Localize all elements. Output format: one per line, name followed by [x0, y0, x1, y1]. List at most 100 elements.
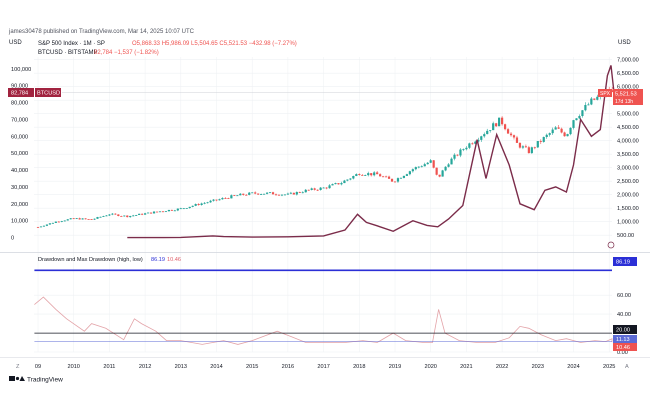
spx-candle	[530, 147, 533, 154]
main-grid	[34, 57, 612, 352]
spx-candle	[203, 202, 206, 204]
spx-candle	[512, 135, 516, 138]
left-tick-label: 90,000	[11, 84, 28, 90]
time-tick-label: 2014	[210, 364, 222, 370]
left-tick-label: 40,000	[11, 168, 28, 174]
spx-candle	[584, 104, 587, 111]
spx-candle	[277, 194, 281, 196]
spx-candle	[367, 173, 370, 176]
drawdown-tick-label: 0.00	[617, 350, 628, 356]
spx-candle	[426, 162, 429, 165]
spx-candle	[283, 194, 287, 196]
logo-mark-bar	[9, 376, 15, 381]
right-tick-label: 6,000.00	[617, 85, 639, 91]
spx-candle	[578, 115, 581, 119]
timezone-icon[interactable]: Z	[16, 364, 20, 370]
drawdown-axis-ticks: 60.00 40.00 0.00	[617, 293, 631, 356]
spx-candle	[179, 208, 182, 210]
spx-candle	[557, 127, 560, 129]
spx-candle	[503, 124, 507, 130]
spx-candle	[447, 164, 450, 167]
right-tick-label: 4,500.00	[617, 125, 639, 131]
spx-candle	[42, 225, 46, 227]
spx-candle	[298, 192, 301, 193]
spx-candle	[185, 208, 188, 209]
spx-candle	[200, 203, 203, 205]
left-axis-currency: USD	[9, 40, 22, 46]
spx-candle	[611, 90, 614, 93]
time-tick-label: 2020	[424, 364, 436, 370]
spx-candle	[57, 221, 60, 223]
spx-candle	[218, 199, 221, 201]
spx-candle	[506, 129, 510, 134]
time-tick-label: 2017	[317, 364, 329, 370]
spx-candle	[66, 219, 69, 221]
spx-candle	[233, 195, 236, 197]
spx-candle	[72, 218, 75, 220]
auto-scale-icon[interactable]: A	[625, 364, 629, 370]
right-tick-label: 3,500.00	[617, 152, 639, 158]
spx-candle	[462, 149, 465, 151]
right-tick-label: 5,000.00	[617, 112, 639, 118]
spx-legend-label[interactable]: S&P 500 Index · 1M · SP	[38, 41, 105, 47]
spx-candle	[328, 185, 331, 189]
time-tick-label: 2015	[246, 364, 258, 370]
spx-candle	[304, 189, 307, 193]
spx-candle	[480, 136, 483, 140]
spx-candle	[587, 104, 590, 106]
drawdown-badges: 86.19 20.00 11.13 10.46	[613, 257, 637, 351]
spx-candle	[155, 211, 159, 213]
spx-candle	[334, 183, 337, 185]
spx-candle	[263, 193, 266, 195]
spx-candle	[527, 147, 530, 154]
btc-line	[127, 65, 616, 239]
spx-candle	[197, 204, 200, 205]
drawdown-grid	[34, 294, 612, 353]
right-tick-label: 1,500.00	[617, 206, 639, 212]
time-tick-label: 09	[35, 364, 41, 370]
btc-legend-label[interactable]: BTCUSD · BITSTAMP	[38, 50, 98, 56]
right-tick-label: 7,000.00	[617, 58, 639, 64]
spx-candle	[182, 208, 185, 210]
spx-candle	[393, 181, 397, 183]
spx-candle	[120, 216, 123, 217]
spx-candle	[563, 132, 566, 137]
spx-candle	[364, 175, 367, 176]
btc-badge-name-bg	[35, 88, 61, 97]
spx-candle	[206, 202, 209, 204]
left-tick-label: 10,000	[11, 219, 28, 225]
time-tick-label: 2012	[139, 364, 151, 370]
right-axis-currency: USD	[618, 40, 631, 46]
spx-ohlc-values: O5,868.33 H5,986.09 L5,504.65 C5,521.53 …	[132, 41, 297, 47]
spx-candle	[81, 218, 84, 220]
spx-candle	[158, 211, 162, 213]
spx-badge-countdown: 17d 13h	[615, 99, 633, 105]
spx-candle	[102, 216, 105, 217]
btc-marker-icon	[607, 241, 615, 249]
spx-candle	[373, 172, 376, 176]
spx-candle	[420, 166, 423, 168]
spx-candle	[483, 134, 486, 137]
publisher-line: james30478 published on TradingView.com,…	[8, 29, 195, 35]
spx-candle	[114, 213, 117, 215]
spx-candle	[227, 198, 230, 199]
spx-candle	[361, 174, 364, 176]
indicator-title[interactable]: Drawdown and Max Drawdown (high, low)	[38, 257, 143, 263]
btc-badge-value-bg	[8, 88, 34, 97]
spx-candle	[105, 215, 108, 217]
spx-candle	[301, 192, 304, 194]
right-tick-label: 2,500.00	[617, 179, 639, 185]
time-axis-ticks: 09 2010 2011 2012 2013 2014 2015 2016 2017 2018 20…	[35, 364, 616, 370]
spx-candle	[260, 194, 263, 195]
spx-candle	[36, 227, 40, 228]
spx-candle	[63, 220, 66, 222]
spx-candle	[355, 174, 358, 176]
spx-candle	[274, 194, 278, 196]
time-tick-label: 2011	[103, 364, 115, 370]
spx-candle	[292, 192, 295, 195]
spx-candle	[438, 174, 441, 177]
spx-candle	[215, 199, 218, 201]
spx-badge-name-bg	[598, 89, 612, 97]
spx-candle	[358, 174, 361, 175]
